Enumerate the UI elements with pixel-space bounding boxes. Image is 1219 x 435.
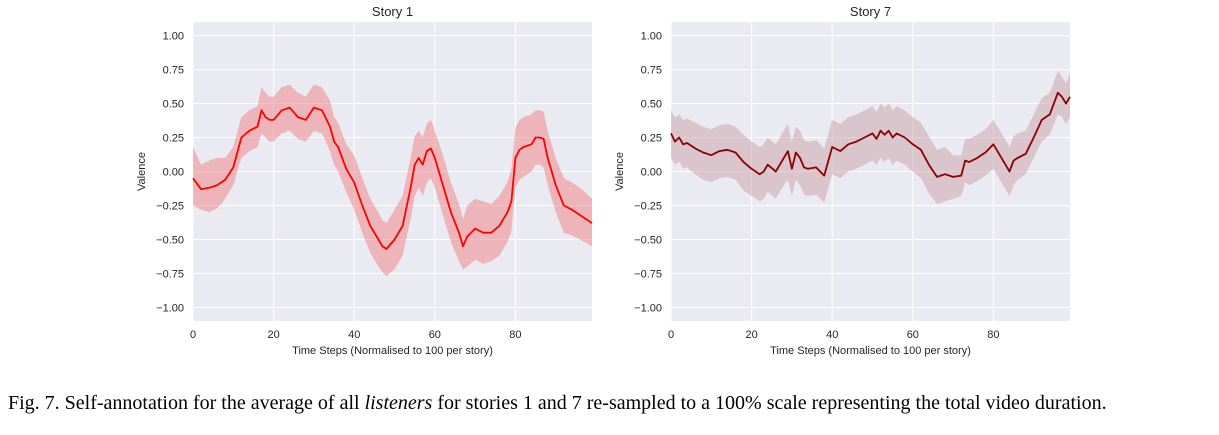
y-tick-label: −0.25 [156, 200, 184, 212]
chart-panel-2: 0 20 40 60 80 1.00 0.75 0.50 0.25 0.00 −0.25 −0.50 −… [614, 4, 1071, 357]
y-tick-label: −0.50 [634, 234, 662, 246]
x-tick-label: 0 [668, 329, 674, 341]
mean-line [192, 106, 593, 250]
y-tick-label: −1.00 [634, 302, 662, 314]
y-tick-label: −0.75 [156, 268, 184, 280]
figure-caption: Fig. 7. Self-annotation for the average … [8, 392, 1213, 415]
y-tick-label: 0.00 [641, 167, 662, 179]
confidence-band [193, 84, 592, 277]
x-tick-label: 40 [348, 329, 360, 341]
x-axis-label: Time Steps (Normalised to 100 per story) [292, 345, 493, 357]
y-tick-label: −0.75 [634, 268, 662, 280]
y-tick-label: 0.75 [641, 65, 662, 77]
y-tick-label: −0.25 [634, 200, 662, 212]
y-axis-label: Valence [136, 152, 148, 191]
confidence-band [671, 70, 1070, 205]
caption-suffix: for stories 1 and 7 re-sampled to a 100%… [432, 392, 1107, 414]
mean-line [670, 91, 1071, 178]
x-tick-label: 60 [429, 329, 441, 341]
y-tick-label: −1.00 [156, 302, 184, 314]
x-tick-label: 0 [190, 329, 196, 341]
y-tick-label: −0.50 [156, 234, 184, 246]
y-tick-label: 0.50 [641, 99, 662, 111]
y-tick-label: 0.25 [163, 133, 184, 145]
y-tick-label: 1.00 [163, 31, 184, 43]
y-tick-label: 1.00 [641, 31, 662, 43]
x-tick-label: 20 [745, 329, 757, 341]
chart-title: Story 1 [372, 4, 413, 19]
y-axis-label: Valence [614, 152, 626, 191]
figure: 0 20 40 60 80 1.00 0.75 0.50 0.25 0.00 −0.25 −0.50 −… [136, 4, 1071, 357]
x-tick-label: 60 [907, 329, 919, 341]
y-tick-label: 0.50 [163, 99, 184, 111]
chart-panel-1: 0 20 40 60 80 1.00 0.75 0.50 0.25 0.00 −0.25 −0.50 −… [136, 4, 593, 357]
chart-title: Story 7 [850, 4, 891, 19]
x-axis-label: Time Steps (Normalised to 100 per story) [770, 345, 971, 357]
x-tick-label: 20 [267, 329, 279, 341]
caption-prefix: Fig. 7. Self-annotation for the average … [8, 392, 365, 414]
y-tick-label: 0.00 [163, 167, 184, 179]
y-tick-label: 0.75 [163, 65, 184, 77]
x-tick-label: 40 [826, 329, 838, 341]
y-tick-label: 0.25 [641, 133, 662, 145]
x-tick-label: 80 [987, 329, 999, 341]
x-tick-label: 80 [509, 329, 521, 341]
caption-emphasis: listeners [364, 392, 433, 414]
